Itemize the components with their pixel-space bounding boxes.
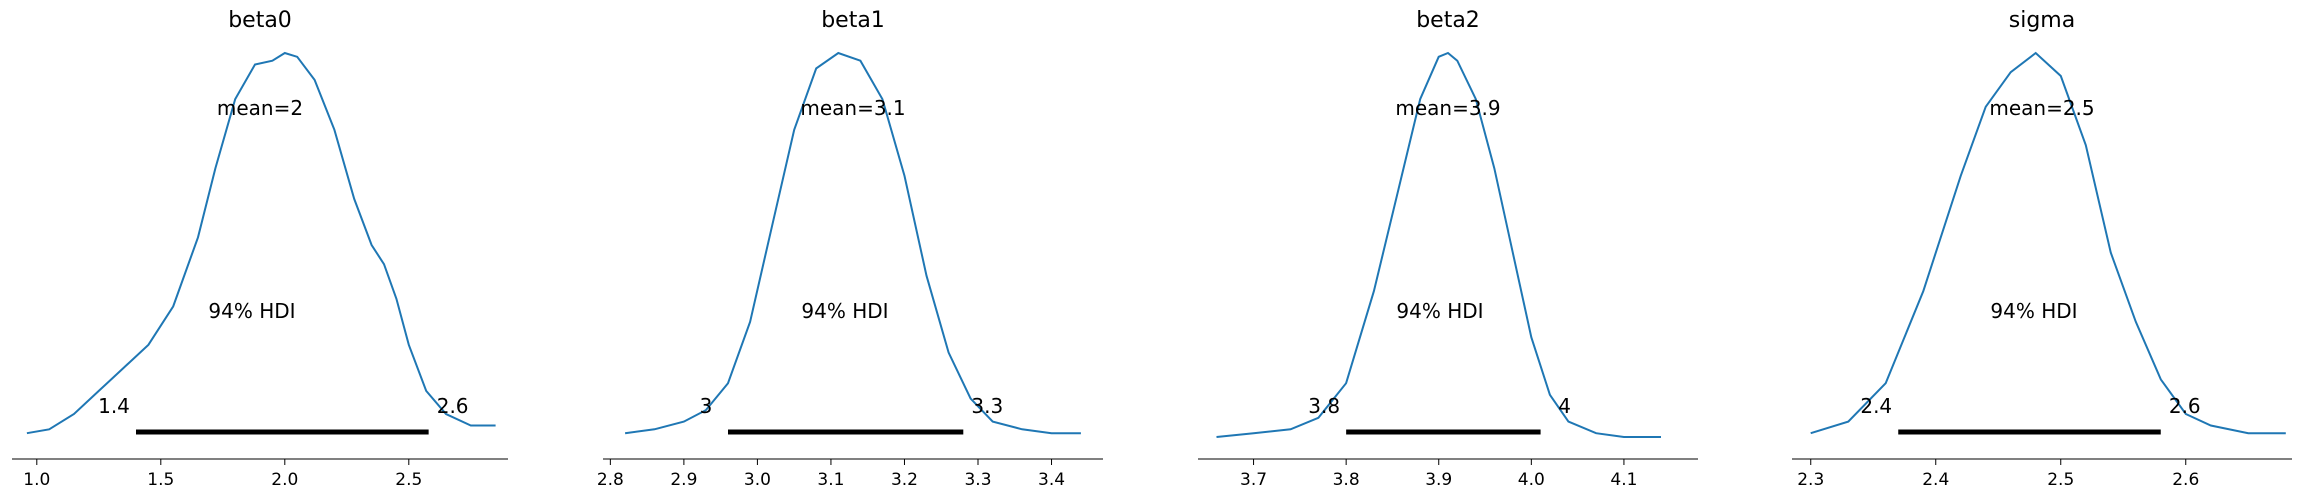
- x-tick-label: 4.1: [1610, 470, 1637, 490]
- panel-title: sigma: [2009, 8, 2075, 33]
- hdi-low-label: 2.4: [1860, 394, 1892, 418]
- density-line: [1216, 51, 1661, 438]
- hdi-low-label: 3.8: [1308, 394, 1340, 418]
- x-tick-label: 2.4: [1922, 470, 1949, 490]
- x-tick-label: 2.8: [597, 470, 624, 490]
- mean-label: mean=3.9: [1395, 96, 1500, 120]
- panel-beta2: beta2 mean=3.9 94% HDI 3.8 4 3.7 3.8 3.9 4.0 4.1: [1198, 8, 1698, 490]
- panel-sigma: sigma mean=2.5 94% HDI 2.4 2.6 2.3 2.4 2.5 2.6: [1792, 8, 2292, 490]
- panel-title: beta1: [821, 8, 885, 33]
- x-tick-label: 2.9: [670, 470, 697, 490]
- x-tick-label: 3.0: [744, 470, 771, 490]
- mean-label: mean=3.1: [800, 96, 905, 120]
- x-tick-label: 4.0: [1518, 470, 1545, 490]
- hdi-low-label: 3: [700, 394, 713, 418]
- hdi-low-label: 1.4: [98, 394, 130, 418]
- x-tick-label: 3.9: [1425, 470, 1452, 490]
- x-tick-label: 2.6: [2172, 470, 2199, 490]
- hdi-high-label: 3.3: [971, 394, 1003, 418]
- hdi-label: 94% HDI: [208, 299, 295, 323]
- density-line: [624, 51, 1081, 435]
- density-line: [1810, 51, 2286, 435]
- hdi-label: 94% HDI: [1990, 299, 2077, 323]
- x-tick-label: 2.3: [1797, 470, 1824, 490]
- x-tick-label: 2.0: [271, 470, 298, 490]
- x-tick-label: 3.8: [1333, 470, 1360, 490]
- hdi-high-label: 4: [1558, 394, 1571, 418]
- mean-label: mean=2.5: [1989, 96, 2094, 120]
- mean-label: mean=2: [217, 96, 303, 120]
- x-tick-label: 1.0: [23, 470, 50, 490]
- hdi-high-label: 2.6: [437, 394, 469, 418]
- x-tick-label: 3.2: [891, 470, 918, 490]
- panel-beta0: beta0 mean=2 94% HDI 1.4 2.6 1.0 1.5 2.0 2.5: [12, 8, 508, 490]
- x-tick-label: 3.3: [964, 470, 991, 490]
- panel-title: beta2: [1416, 8, 1480, 33]
- x-tick-label: 3.7: [1240, 470, 1267, 490]
- density-line: [26, 51, 496, 435]
- x-tick-label: 1.5: [147, 470, 174, 490]
- hdi-label: 94% HDI: [801, 299, 888, 323]
- x-tick-label: 3.1: [817, 470, 844, 490]
- hdi-label: 94% HDI: [1396, 299, 1483, 323]
- panel-title: beta0: [228, 8, 292, 33]
- x-tick-label: 2.5: [395, 470, 422, 490]
- panel-beta1: beta1 mean=3.1 94% HDI 3 3.3 2.8 2.9 3.0 3.1 3.2 3…: [597, 8, 1103, 490]
- x-tick-label: 2.5: [2047, 470, 2074, 490]
- x-tick-label: 3.4: [1038, 470, 1065, 490]
- hdi-high-label: 2.6: [2169, 394, 2201, 418]
